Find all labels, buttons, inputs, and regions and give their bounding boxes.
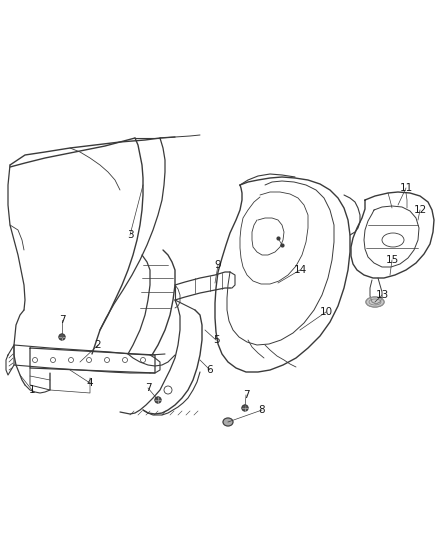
Text: 14: 14: [293, 265, 307, 275]
Text: 7: 7: [145, 383, 151, 393]
Text: 6: 6: [207, 365, 213, 375]
Text: 1: 1: [28, 385, 35, 395]
Text: 5: 5: [213, 335, 219, 345]
Ellipse shape: [223, 418, 233, 426]
Text: 13: 13: [375, 290, 389, 300]
Text: 7: 7: [59, 315, 65, 325]
Text: 11: 11: [399, 183, 413, 193]
Text: 3: 3: [127, 230, 133, 240]
Text: 12: 12: [413, 205, 427, 215]
Text: 10: 10: [319, 307, 332, 317]
Text: 7: 7: [243, 390, 249, 400]
Ellipse shape: [366, 297, 384, 307]
Text: 2: 2: [95, 340, 101, 350]
Ellipse shape: [155, 397, 161, 403]
Ellipse shape: [59, 334, 65, 340]
Text: 15: 15: [385, 255, 399, 265]
Text: 8: 8: [259, 405, 265, 415]
Text: 9: 9: [215, 260, 221, 270]
Ellipse shape: [242, 405, 248, 411]
Text: 4: 4: [87, 378, 93, 388]
